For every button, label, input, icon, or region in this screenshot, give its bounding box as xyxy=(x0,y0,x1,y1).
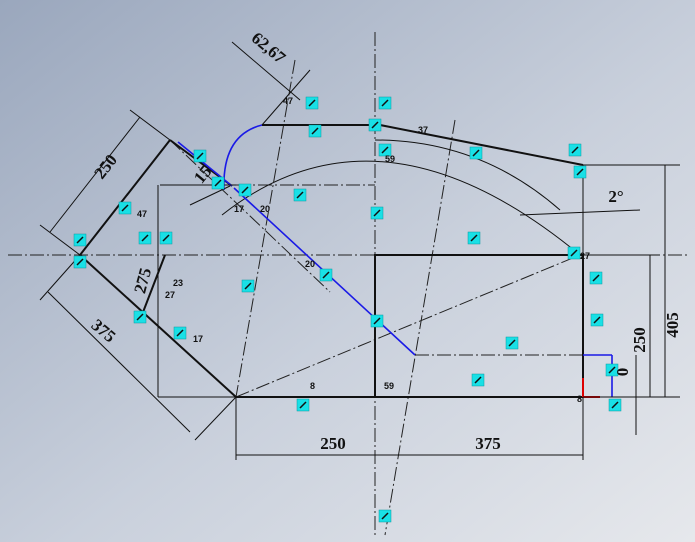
relation-label: 59 xyxy=(384,381,394,391)
relation-label: 37 xyxy=(418,125,428,135)
relation-label: 8 xyxy=(310,381,315,391)
relation-label: 8 xyxy=(577,394,582,404)
background xyxy=(0,0,695,542)
relation-label: 27 xyxy=(165,290,175,300)
dimension-label: 375 xyxy=(475,434,501,453)
dimension-label: 2° xyxy=(608,187,623,206)
sketch-canvas: 62,67250152753752°4052500250375474717202… xyxy=(0,0,695,542)
relation-label: 20 xyxy=(260,204,270,214)
dimension-label: 0 xyxy=(613,368,632,377)
relation-label: 17 xyxy=(193,334,203,344)
relation-label: 17 xyxy=(234,204,244,214)
relation-label: 47 xyxy=(137,209,147,219)
relation-label: 59 xyxy=(385,154,395,164)
relation-label: 20 xyxy=(305,259,315,269)
page: {"dimensions": ["62,67", "250", "15", "2… xyxy=(0,0,695,542)
relation-label: 47 xyxy=(283,96,293,106)
dimension-label: 405 xyxy=(663,312,682,338)
dimension-label: 250 xyxy=(630,327,649,353)
relation-label: 27 xyxy=(580,251,590,261)
relation-label: 23 xyxy=(173,278,183,288)
dimension-label: 250 xyxy=(320,434,346,453)
